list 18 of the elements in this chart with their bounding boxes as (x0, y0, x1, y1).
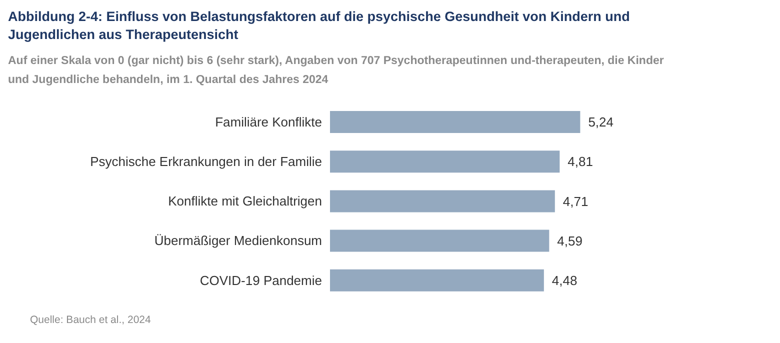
y-tick-label: Konflikte mit Gleichaltrigen (168, 194, 322, 209)
y-tick-label: Psychische Erkrankungen in der Familie (90, 154, 322, 170)
data-label: 5,24 (588, 114, 614, 130)
bar (330, 230, 550, 252)
bar (330, 150, 560, 173)
data-label: 4,48 (552, 273, 578, 288)
bar (330, 111, 580, 133)
data-label: 4,71 (562, 194, 588, 209)
y-tick-label: COVID-19 Pandemie (200, 272, 322, 288)
bar (330, 269, 544, 292)
data-label: 4,81 (568, 154, 593, 170)
bar (330, 190, 555, 212)
y-tick-label: Übermäßiger Medienkonsum (154, 233, 322, 248)
source-note: Quelle: Bauch et al., 2024 (30, 314, 152, 326)
y-tick-label: Familiäre Konflikte (215, 114, 322, 130)
chart-subtitle: Auf einer Skala von 0 (gar nicht) bis 6 (sehr stark), Angaben von 707 Psychotherapeutinnen und-therapeuten, die Kinder und Jugendliche behandeln, im 1. Quartal des Jahres 2024 (8, 54, 665, 88)
data-label: 4,59 (557, 233, 582, 248)
chart-title: Abbildung 2-4: Einfluss von Belastungsfaktoren auf die psychische Gesundheit von Kindern und Jugendlichen aus Therapeutensicht (8, 8, 631, 44)
